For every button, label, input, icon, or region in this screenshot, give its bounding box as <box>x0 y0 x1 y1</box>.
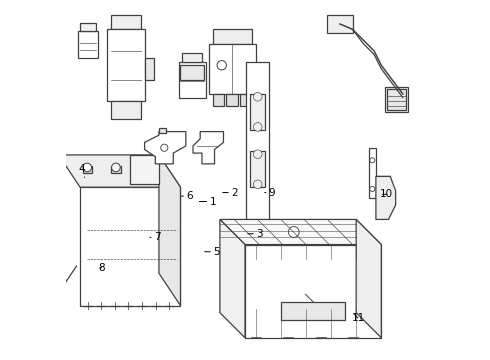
Bar <box>78 31 98 58</box>
Polygon shape <box>82 166 92 173</box>
Polygon shape <box>193 132 223 164</box>
Polygon shape <box>58 155 180 187</box>
Text: 9: 9 <box>265 188 275 198</box>
Text: 11: 11 <box>351 313 365 323</box>
Bar <box>250 94 265 130</box>
Polygon shape <box>220 220 381 244</box>
Polygon shape <box>281 302 345 320</box>
Circle shape <box>52 299 65 312</box>
Bar <box>213 94 224 107</box>
Bar <box>145 58 153 80</box>
Polygon shape <box>376 176 395 220</box>
Circle shape <box>253 180 262 189</box>
Text: 6: 6 <box>181 191 193 201</box>
Circle shape <box>112 163 120 172</box>
Text: 10: 10 <box>380 189 393 199</box>
Circle shape <box>217 60 226 70</box>
Text: 4: 4 <box>78 164 85 177</box>
Bar <box>246 62 270 280</box>
Circle shape <box>253 123 262 131</box>
Polygon shape <box>145 132 186 164</box>
Text: 5: 5 <box>205 247 220 257</box>
Polygon shape <box>111 166 121 173</box>
Polygon shape <box>130 155 159 184</box>
Polygon shape <box>356 220 381 338</box>
Circle shape <box>253 150 262 158</box>
Bar <box>385 87 408 112</box>
Circle shape <box>254 226 261 234</box>
Bar <box>209 44 256 94</box>
Bar <box>180 65 204 80</box>
Polygon shape <box>245 244 381 338</box>
Bar <box>387 89 406 110</box>
Circle shape <box>253 93 262 101</box>
Bar <box>107 30 145 101</box>
Polygon shape <box>327 15 353 33</box>
Circle shape <box>83 163 92 172</box>
Bar <box>80 23 96 31</box>
Bar <box>240 94 251 107</box>
Bar <box>250 151 265 187</box>
Bar <box>213 30 252 44</box>
Bar <box>179 62 205 98</box>
Circle shape <box>370 186 375 192</box>
Text: 7: 7 <box>150 232 160 242</box>
Bar <box>159 128 166 134</box>
Bar <box>226 94 238 107</box>
Bar <box>182 53 202 62</box>
Polygon shape <box>159 155 180 306</box>
Text: 1: 1 <box>199 197 216 207</box>
Circle shape <box>161 144 168 151</box>
Text: 3: 3 <box>248 229 263 239</box>
Text: 8: 8 <box>98 263 105 273</box>
Circle shape <box>370 158 375 163</box>
Text: 2: 2 <box>222 188 238 198</box>
Circle shape <box>289 226 299 237</box>
Bar <box>111 15 141 30</box>
Polygon shape <box>368 148 390 198</box>
Polygon shape <box>220 220 245 338</box>
Polygon shape <box>80 187 180 306</box>
Bar <box>111 101 141 119</box>
